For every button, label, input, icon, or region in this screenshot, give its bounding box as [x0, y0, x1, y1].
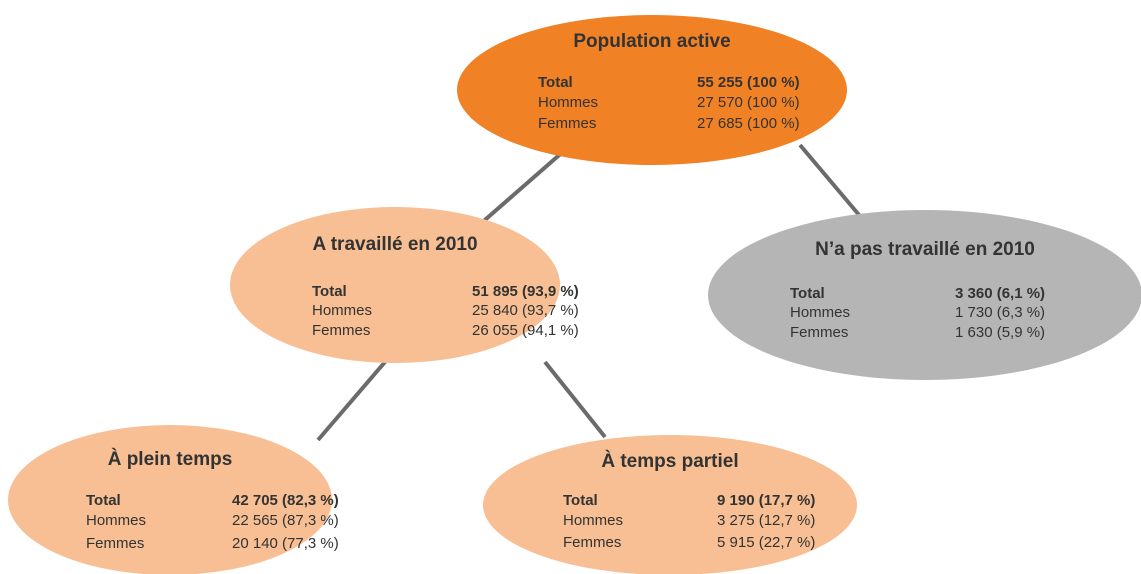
- row-label: Total: [790, 285, 825, 302]
- row-value: 55 255 (100 %): [697, 74, 800, 91]
- connector: [543, 360, 607, 439]
- row-label: Hommes: [790, 304, 850, 321]
- row-value: 25 840 (93,7 %): [472, 302, 579, 319]
- row-label: Femmes: [563, 534, 621, 551]
- connector: [476, 148, 567, 228]
- connector: [316, 360, 387, 442]
- row-label: Femmes: [86, 535, 144, 552]
- node-shape: [8, 425, 332, 574]
- connectors: [316, 143, 867, 442]
- row-value: 5 915 (22,7 %): [717, 534, 815, 551]
- row-label: Hommes: [312, 302, 372, 319]
- row-value: 20 140 (77,3 %): [232, 535, 339, 552]
- row-value: 3 360 (6,1 %): [955, 285, 1045, 302]
- row-label: Femmes: [312, 322, 370, 339]
- row-value: 22 565 (87,3 %): [232, 512, 339, 529]
- row-label: Total: [312, 283, 347, 300]
- row-value: 1 630 (5,9 %): [955, 324, 1045, 341]
- node-shape: [457, 15, 847, 165]
- connector: [798, 143, 867, 224]
- row-label: Total: [538, 74, 573, 91]
- row-label: Femmes: [790, 324, 848, 341]
- row-value: 3 275 (12,7 %): [717, 512, 815, 529]
- node-title: À temps partiel: [601, 450, 738, 472]
- row-label: Total: [563, 492, 598, 509]
- node-title: A travaillé en 2010: [312, 234, 477, 255]
- row-value: 9 190 (17,7 %): [717, 492, 815, 509]
- row-value: 1 730 (6,3 %): [955, 304, 1045, 321]
- row-label: Total: [86, 492, 121, 509]
- row-value: 27 570 (100 %): [697, 94, 800, 111]
- node-title: À plein temps: [108, 448, 233, 470]
- node-shape: [230, 207, 560, 363]
- node-title: N’a pas travaillé en 2010: [815, 239, 1035, 260]
- row-value: 26 055 (94,1 %): [472, 322, 579, 339]
- row-label: Hommes: [86, 512, 146, 529]
- node-title: Population active: [573, 31, 730, 52]
- node-shape: [483, 435, 857, 574]
- node-shape: [708, 210, 1141, 380]
- row-value: 42 705 (82,3 %): [232, 492, 339, 509]
- row-label: Hommes: [538, 94, 598, 111]
- row-label: Femmes: [538, 115, 596, 132]
- row-label: Hommes: [563, 512, 623, 529]
- row-value: 51 895 (93,9 %): [472, 283, 579, 300]
- row-value: 27 685 (100 %): [697, 115, 800, 132]
